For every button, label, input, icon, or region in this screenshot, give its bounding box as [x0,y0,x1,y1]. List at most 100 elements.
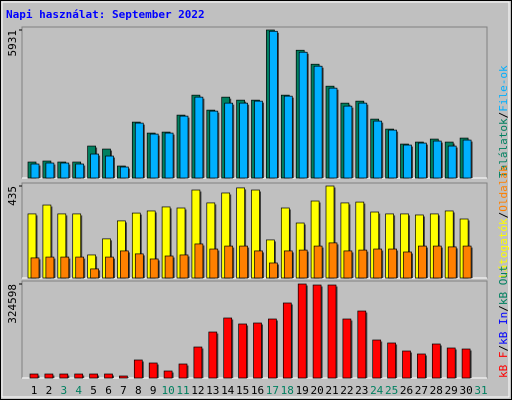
bar [387,342,396,379]
bar [224,102,234,179]
bar [29,373,39,379]
x-tick-label: 29 [445,384,458,397]
x-tick-label: 31 [474,384,487,397]
bar [134,253,144,279]
bar [209,110,219,179]
bar [30,163,40,179]
bar [373,248,383,279]
x-tick-label: 17 [266,384,279,397]
bar [372,339,382,379]
bar [254,100,263,179]
legend: Látogatók/Oldalak [497,165,510,278]
x-tick-label: 25 [385,384,398,397]
bar [358,102,368,179]
bar [105,256,114,279]
bar [149,258,159,279]
bar [133,359,143,379]
bar [298,51,308,179]
bar [342,318,352,379]
y-tick-label: 324598 [6,284,19,324]
bar [45,256,55,279]
x-tick-label: 10 [161,384,174,397]
legend-separator: / [497,212,510,219]
bar [45,162,55,179]
bar [74,373,84,379]
x-tick-label: 6 [105,384,112,397]
x-tick-label: 30 [459,384,472,397]
y-tick-label: 5931 [6,30,19,57]
x-tick-label: 16 [251,384,264,397]
x-tick-label: 18 [281,384,294,397]
legend-separator: / [497,345,510,352]
bar [239,245,248,279]
bar [373,120,383,179]
x-tick-label: 7 [120,384,127,397]
bar [120,166,129,179]
bar [283,95,293,179]
bar [148,362,158,379]
bar [461,348,471,379]
bar [418,245,427,279]
legend-separator: / [497,112,510,119]
y-tick-label: 435 [6,186,19,206]
legend: Találatok/File-ok [497,65,510,178]
bar [447,246,457,279]
bar [269,30,278,179]
legend-item: Oldalak [497,165,510,212]
bar [178,363,188,379]
x-tick-label: 14 [221,384,235,397]
bar [327,284,337,379]
bar [298,249,308,279]
legend-item: Látogatók [497,218,510,278]
bar [119,375,128,379]
x-tick-label: 13 [206,384,219,397]
bar [343,250,353,279]
bar [357,310,367,379]
bar [417,353,426,379]
bar [328,242,338,279]
bar [269,262,278,279]
bar [418,142,427,179]
bar [194,243,204,279]
legend-item: kB F [497,352,510,379]
bar [268,318,277,379]
bar [194,96,204,179]
bar [163,370,173,379]
bar [403,144,412,179]
bar [105,155,114,179]
bar [403,251,412,279]
bar [120,250,129,279]
x-tick-label: 21 [325,384,338,397]
bar [149,133,159,179]
chart-title: Napi használat: September 2022 [6,8,205,21]
bar [388,248,397,279]
x-tick-label: 28 [430,384,443,397]
bar [239,102,248,179]
x-tick-label: 26 [400,384,413,397]
x-tick-label: 11 [176,384,189,397]
bar [446,347,456,379]
x-tick-label: 23 [355,384,368,397]
bar [59,373,69,379]
legend-separator: / [497,305,510,312]
x-tick-label: 22 [340,384,353,397]
bar [193,346,203,379]
bar [90,153,99,179]
x-tick-label: 20 [310,384,323,397]
x-tick-label: 15 [236,384,249,397]
legend-item: Találatok [497,118,510,178]
x-tick-label: 24 [370,384,384,397]
legend-item: kB In [497,312,510,345]
bar [104,373,113,379]
bar [328,87,338,179]
bar [343,105,353,179]
bar [75,163,85,179]
bar [209,248,219,279]
bar [223,317,233,379]
bar [282,302,292,379]
bar [60,256,70,279]
bar [402,350,411,379]
bar [253,322,262,379]
